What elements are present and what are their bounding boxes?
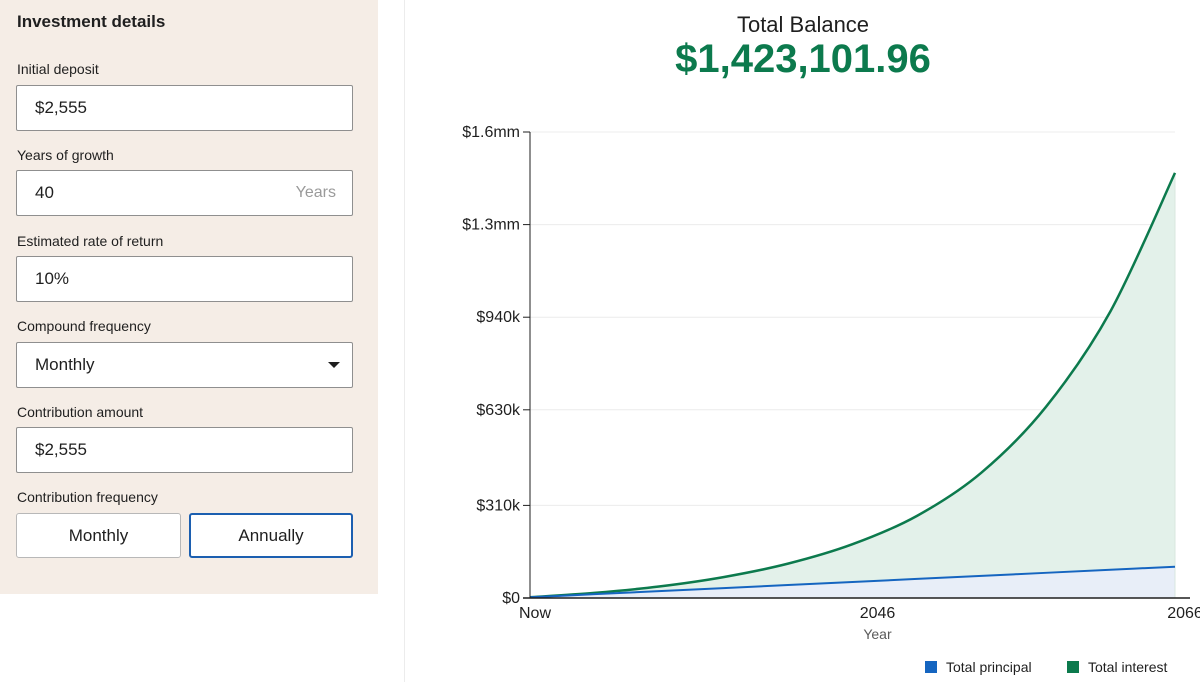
initial-deposit-label: Initial deposit [17, 61, 99, 77]
y-axis-ticks: $0 $310k $630k $940k $1.3mm $1.6mm [462, 124, 530, 607]
y-tick-label: $310k [476, 497, 521, 514]
rate-of-return-label: Estimated rate of return [17, 233, 164, 249]
rate-of-return-input[interactable]: 10% [16, 256, 353, 302]
compound-frequency-select[interactable]: Monthly [16, 342, 353, 388]
contribution-annually-button[interactable]: Annually [189, 513, 353, 558]
investment-details-panel: Investment details Initial deposit $2,55… [0, 0, 378, 594]
legend-label-principal: Total principal [946, 659, 1032, 675]
chart-axes [523, 132, 1190, 599]
contribution-monthly-button[interactable]: Monthly [16, 513, 181, 558]
principal-line [529, 565, 1176, 599]
contribution-amount-input[interactable]: $2,555 [16, 427, 353, 473]
chart-areas [529, 172, 1177, 599]
chevron-down-icon [328, 362, 340, 368]
compound-frequency-value: Monthly [35, 355, 95, 374]
x-tick-label: 2046 [860, 605, 896, 622]
legend-swatch-interest [1067, 661, 1079, 673]
x-axis-title: Year [863, 626, 892, 642]
interest-area [530, 172, 1175, 598]
years-of-growth-value: 40 [35, 183, 54, 202]
y-tick-label: $1.3mm [462, 217, 520, 234]
total-balance-value: $1,423,101.96 [675, 37, 931, 81]
contribution-amount-label: Contribution amount [17, 404, 144, 420]
legend-label-interest: Total interest [1088, 659, 1168, 675]
legend-total-interest: Total interest [1067, 658, 1167, 676]
compound-frequency-label: Compound frequency [17, 318, 151, 334]
contribution-frequency-label: Contribution frequency [17, 489, 158, 505]
x-tick-label: Now [519, 605, 551, 622]
initial-deposit-value: $2,555 [35, 98, 87, 117]
interest-line [529, 172, 1177, 599]
y-tick-label: $0 [502, 590, 520, 607]
x-axis-ticks: Now 2046 2066 [519, 605, 1200, 622]
panel-title: Investment details [17, 12, 166, 31]
rate-of-return-value: 10% [35, 269, 70, 288]
years-of-growth-input[interactable]: 40 Years [16, 170, 353, 216]
initial-deposit-input[interactable]: $2,555 [16, 85, 353, 131]
panel-divider [404, 0, 405, 682]
years-suffix: Years [295, 184, 336, 201]
legend-swatch-principal [925, 661, 937, 673]
legend-total-principal: Total principal [925, 658, 1032, 676]
y-tick-label: $940k [476, 309, 521, 326]
total-balance-label: Total Balance [736, 12, 870, 37]
years-of-growth-label: Years of growth [17, 147, 114, 163]
balance-chart: $0 $310k $630k $940k $1.3mm $1.6mm Now 2046 206… [462, 124, 1200, 642]
y-tick-label: $1.6mm [462, 124, 520, 141]
contribution-amount-value: $2,555 [35, 440, 87, 459]
y-tick-label: $630k [476, 402, 521, 419]
balance-summary: Total Balance $1,423,101.96 [603, 0, 1003, 90]
x-tick-label: 2066 [1167, 605, 1200, 622]
